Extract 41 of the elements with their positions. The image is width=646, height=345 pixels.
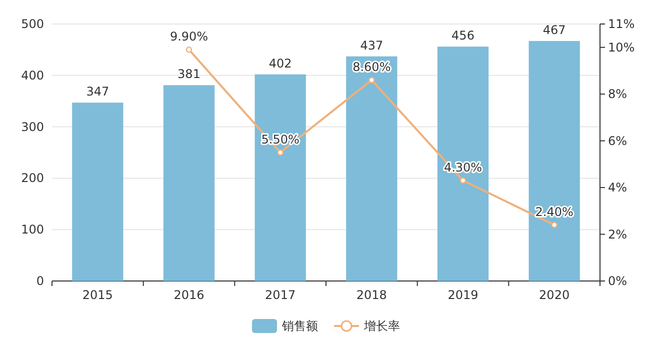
data-label: 467	[542, 22, 566, 37]
point	[277, 149, 284, 156]
bar	[346, 56, 398, 281]
x-tick-label: 2015	[82, 288, 113, 302]
x-tick-label: 2019	[448, 288, 478, 302]
x-tick-label: 2020	[539, 288, 570, 302]
bar	[437, 46, 489, 281]
y-tick-label: 200	[21, 171, 44, 186]
legend-label: 销售额	[281, 319, 318, 333]
point	[368, 76, 375, 84]
y-tick-label: 500	[21, 17, 44, 31]
legend-label: 增长率	[363, 319, 400, 333]
y2-tick-label: 4%	[608, 180, 628, 195]
data-label: 402	[268, 56, 292, 70]
data-label: 381	[178, 67, 200, 82]
data-label: 437	[360, 38, 384, 52]
data-label: 2.40%	[535, 204, 574, 219]
x-tick-label: 2017	[265, 288, 296, 302]
bar	[72, 102, 124, 281]
y2-tick-label: 6%	[608, 134, 628, 148]
y2-tick-label: 11%	[608, 17, 635, 31]
data-label: 347	[86, 84, 110, 99]
bar	[254, 74, 306, 281]
y2-tick-label: 0%	[608, 274, 628, 288]
y-tick-label: 300	[21, 120, 44, 134]
y2-tick-label: 8%	[608, 87, 628, 102]
point	[460, 177, 466, 184]
point	[551, 222, 558, 228]
bar	[163, 85, 215, 281]
x-tick-label: 2016	[174, 288, 204, 302]
y-tick-label: 400	[21, 68, 44, 82]
data-label: 8.60%	[352, 60, 391, 74]
bar	[528, 40, 580, 281]
y-tick-label: 100	[21, 222, 44, 237]
y-tick-label: 0	[36, 274, 44, 288]
y2-tick-label: 2%	[608, 227, 628, 242]
data-label: 9.90%	[170, 30, 208, 44]
y2-tick-label: 10%	[608, 40, 635, 54]
data-label: 456	[452, 28, 474, 43]
point	[186, 46, 192, 53]
x-tick-label: 2018	[356, 288, 387, 302]
